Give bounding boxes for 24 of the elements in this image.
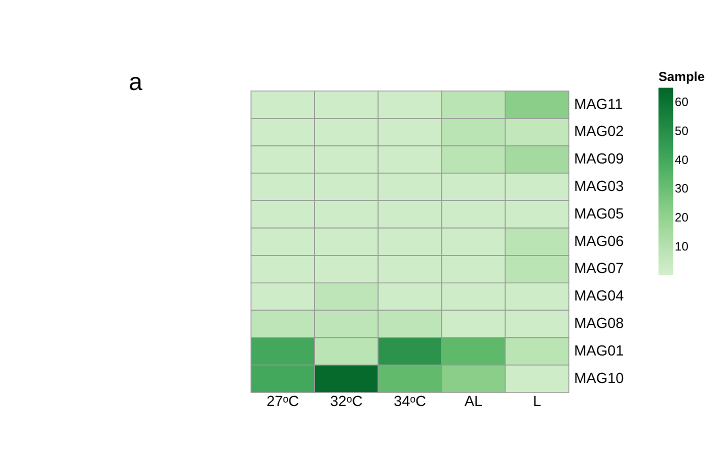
- y-tick-label: MAG06: [574, 234, 624, 250]
- y-tick-label: MAG10: [574, 370, 624, 387]
- y-tick-label: MAG01: [574, 343, 624, 360]
- x-tick-label: 27ᵒC: [266, 394, 300, 410]
- y-tick-label: MAG09: [574, 152, 624, 168]
- x-tick-label: 34ᵒC: [394, 394, 427, 410]
- y-tick-label: MAG07: [574, 261, 624, 278]
- color-bar-label: 20: [674, 210, 689, 225]
- y-tick-label: MAG05: [574, 206, 624, 222]
- y-tick-label: MAG08: [574, 316, 624, 332]
- text: a: [128, 69, 143, 96]
- y-tick-label: MAG04: [574, 288, 624, 305]
- color-bar-label: 60: [674, 95, 689, 110]
- color-bar-label: 30: [674, 182, 689, 196]
- color-bar-label: 50: [674, 124, 689, 138]
- y-tick-label: MAG03: [574, 179, 624, 196]
- x-tick-label: 32ᵒC: [330, 394, 363, 410]
- x-tick-label: L: [532, 394, 542, 410]
- x-tick-label: AL: [464, 394, 482, 410]
- color-bar-title: Sample: [658, 69, 705, 84]
- y-tick-label: MAG02: [574, 124, 624, 140]
- color-bar-label: 40: [674, 152, 689, 167]
- y-tick-label: MAG11: [574, 96, 623, 113]
- color-bar-label: 10: [674, 239, 689, 254]
